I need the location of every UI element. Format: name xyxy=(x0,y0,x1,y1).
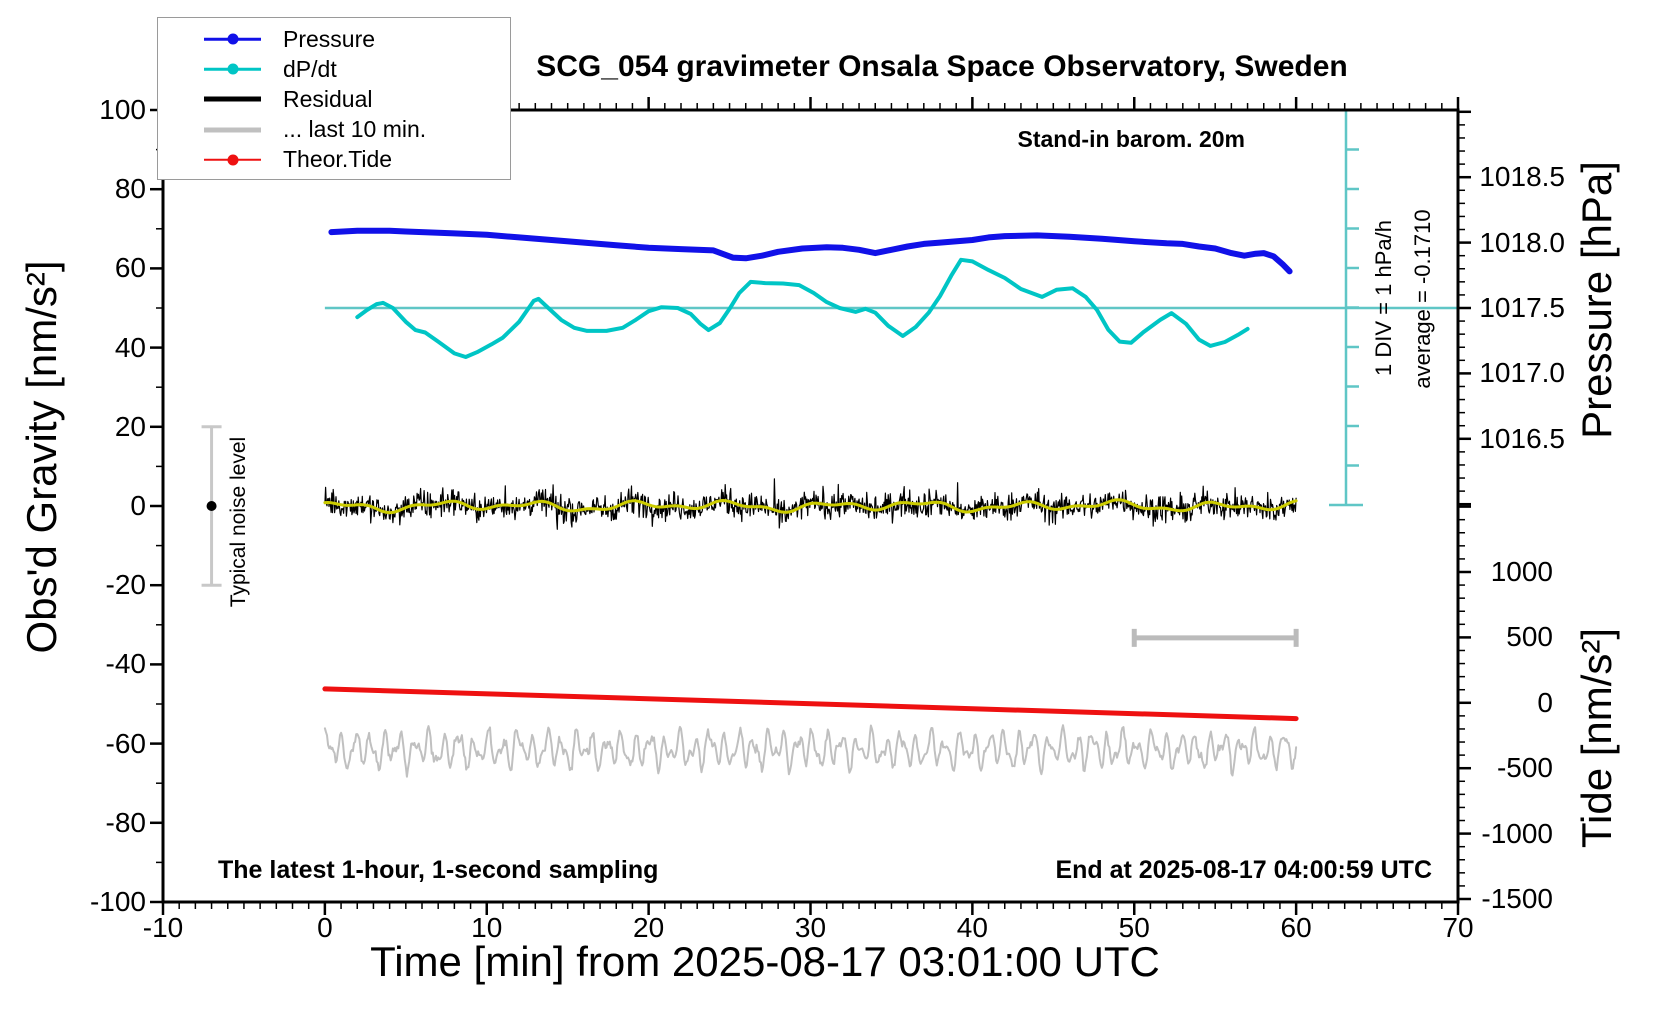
pressure-tick-label: 1017.0 xyxy=(1479,357,1565,389)
x-tick-label: 0 xyxy=(317,912,333,943)
legend-marker xyxy=(204,24,261,54)
legend-dot-icon xyxy=(227,154,238,166)
gravity-tick-label: 60 xyxy=(114,252,146,284)
pressure-tick-label: 1018.5 xyxy=(1479,161,1565,193)
legend-marker xyxy=(204,84,261,114)
pressure-tick-label: 1016.5 xyxy=(1479,422,1565,454)
tide-tick-label: 1000 xyxy=(1490,556,1553,587)
gravity-tick-label: 20 xyxy=(114,410,146,442)
div-scale-note: 1 DIV = 1 hPa/h xyxy=(1371,220,1396,376)
legend-item-theor-tide: Theor.Tide xyxy=(158,145,510,175)
sampling-note: The latest 1-hour, 1-second sampling xyxy=(218,856,659,884)
gravity-tick-label: 80 xyxy=(114,173,146,205)
pressure-series-line xyxy=(328,227,1293,275)
x-tick-label: 20 xyxy=(633,912,665,943)
gravity-tick-label: -60 xyxy=(105,727,146,759)
barometer-note: Stand-in barom. 20m xyxy=(1017,126,1245,152)
legend-item-dp-dt: dP/dt xyxy=(158,54,510,84)
end-time-note: End at 2025-08-17 04:00:59 UTC xyxy=(1055,856,1432,884)
tide-tick-label: -1500 xyxy=(1481,883,1553,914)
x-tick-label: 40 xyxy=(956,912,988,943)
legend-item-pressure: Pressure xyxy=(158,24,510,54)
gravity-tick-label: -80 xyxy=(105,806,146,838)
tide-tick-label: -1000 xyxy=(1481,817,1553,849)
typical-noise-label: Typical noise level xyxy=(227,436,250,608)
gravity-tick-label: 40 xyxy=(114,331,146,363)
tide-tick-label: 500 xyxy=(1506,621,1553,653)
x-tick-label: 30 xyxy=(794,912,827,943)
x-axis-title: Time [min] from 2025-08-17 03:01:00 UTC xyxy=(370,938,1160,985)
average-note: average = -0.1710 xyxy=(1410,209,1435,389)
dpdt-series-line xyxy=(355,257,1250,359)
pressure-tick-label: 1017.5 xyxy=(1479,292,1565,323)
legend-label: dP/dt xyxy=(283,55,337,82)
gravity-tick-label: -20 xyxy=(105,569,146,601)
x-tick-label: 60 xyxy=(1280,912,1312,943)
pressure-tick-label: 1018.0 xyxy=(1479,226,1565,258)
legend-marker xyxy=(204,145,261,175)
theor-tide-series-line xyxy=(322,686,1299,722)
legend-dot-icon xyxy=(227,33,238,45)
y-axis-title-tide: Tide [nm/s²] xyxy=(1573,627,1620,849)
legend-item--last-10-min-: ... last 10 min. xyxy=(158,115,510,145)
legend-item-residual: Residual xyxy=(158,84,510,114)
page-title: SCG_054 gravimeter Onsala Space Observat… xyxy=(536,50,1348,83)
x-tick-label: 50 xyxy=(1118,912,1150,943)
gravity-tick-label: -100 xyxy=(89,886,146,917)
legend-label: Pressure xyxy=(283,25,376,52)
gravity-tick-label: 100 xyxy=(99,94,146,125)
residual-smoothed-series-line xyxy=(323,498,1298,515)
gravity-tick-label: -40 xyxy=(105,648,146,680)
legend: Pressure dP/dt Residual ... last 10 min. The… xyxy=(157,17,511,180)
legend-label: Residual xyxy=(283,85,373,112)
y-axis-title-pressure: Pressure [hPa] xyxy=(1573,161,1620,439)
x-tick-label: -10 xyxy=(142,912,184,943)
legend-marker xyxy=(204,115,261,145)
last10min-residual-series-line xyxy=(323,724,1298,778)
x-tick-label: 70 xyxy=(1442,912,1474,943)
tide-tick-label: 0 xyxy=(1537,686,1553,718)
noise-level-dot xyxy=(206,501,217,511)
gravity-tick-label: 0 xyxy=(130,490,146,521)
x-tick-label: 10 xyxy=(471,912,503,943)
legend-label: ... last 10 min. xyxy=(283,116,427,143)
legend-label: Theor.Tide xyxy=(283,146,393,173)
legend-dot-icon xyxy=(227,63,238,75)
legend-marker xyxy=(204,54,261,84)
tide-tick-label: -500 xyxy=(1496,752,1553,784)
